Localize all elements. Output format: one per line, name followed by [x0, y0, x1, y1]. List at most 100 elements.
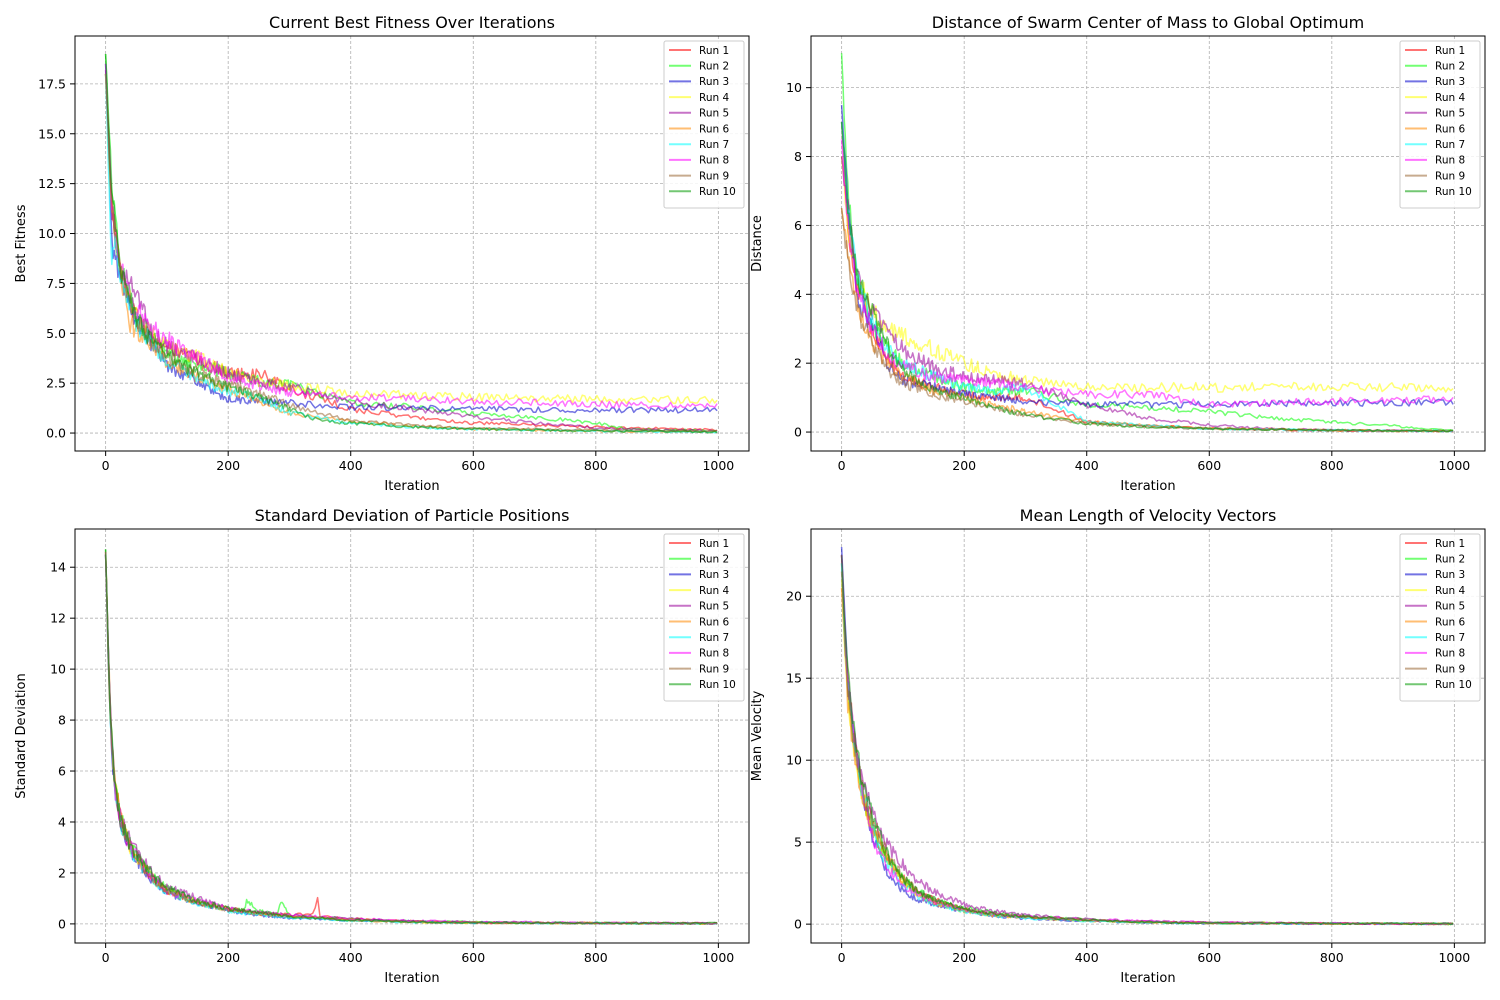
legend-label: Run 1: [1435, 538, 1465, 550]
series-line-run-2: [104, 549, 718, 925]
x-axis-label: Iteration: [1120, 479, 1175, 494]
series-group: [840, 546, 1454, 926]
legend: Run 1 Run 2 Run 3 Run 4 Run 5 Run 6 Run 7 Run 8…: [1399, 40, 1481, 209]
x-tick-label: 800: [1320, 458, 1344, 473]
legend-label: Run 5: [1435, 601, 1465, 613]
series-line-run-9: [840, 208, 1454, 433]
legend-label: Run 3: [699, 569, 729, 581]
series-line-run-10: [104, 549, 718, 925]
series-line-run-10: [104, 53, 718, 434]
x-axis-label: Iteration: [384, 971, 439, 986]
y-tick-label: 6: [58, 764, 66, 779]
x-tick-label: 0: [102, 458, 110, 473]
legend-label: Run 6: [699, 123, 729, 135]
series-line-run-8: [104, 63, 718, 410]
x-tick-label: 200: [216, 458, 240, 473]
x-tick-label: 1000: [702, 950, 734, 965]
series-line-run-3: [840, 546, 1454, 926]
y-tick-label: 4: [58, 814, 66, 829]
y-tick-label: 10: [50, 662, 66, 677]
series-line-run-7: [104, 73, 718, 434]
y-tick-label: 20: [786, 589, 802, 604]
legend-label: Run 2: [1435, 61, 1465, 73]
y-tick-label: 8: [58, 713, 66, 728]
legend-label: Run 1: [699, 538, 729, 550]
y-axis-label: Mean Velocity: [750, 690, 765, 781]
x-tick-label: 200: [952, 458, 976, 473]
y-axis-label: Best Fitness: [14, 204, 29, 282]
series-line-run-7: [104, 554, 718, 925]
legend-label: Run 9: [699, 170, 729, 182]
series-line-run-1: [840, 122, 1454, 433]
chart-title: Distance of Swarm Center of Mass to Glob…: [932, 13, 1364, 32]
legend-label: Run 9: [1435, 663, 1465, 675]
legend-label: Run 3: [699, 76, 729, 88]
legend-label: Run 7: [1435, 632, 1465, 644]
x-tick-label: 200: [216, 950, 240, 965]
chart-panel-4: 0 200 400 600 800 1000 0 5 10 15 20 Mean Length of …: [750, 506, 1486, 986]
y-tick-label: 0: [58, 916, 66, 931]
chart-panel-1: 0 200 400 600 800 1000 0.0 2.5 5.0 7.5 10.0 12.5 15.…: [14, 13, 750, 494]
legend-label: Run 10: [1435, 186, 1472, 198]
legend-label: Run 10: [699, 679, 736, 691]
series-line-run-9: [104, 554, 718, 925]
x-tick-label: 0: [838, 950, 846, 965]
y-axis-label: Standard Deviation: [14, 673, 29, 798]
x-tick-label: 600: [461, 950, 485, 965]
legend-label: Run 7: [1435, 139, 1465, 151]
series-line-run-6: [840, 208, 1454, 433]
y-tick-label: 6: [794, 218, 802, 233]
x-tick-label: 600: [461, 458, 485, 473]
series-line-run-10: [840, 122, 1454, 433]
x-tick-label: 0: [838, 458, 846, 473]
x-tick-label: 400: [339, 950, 363, 965]
legend-label: Run 1: [699, 45, 729, 57]
chart-title: Mean Length of Velocity Vectors: [1020, 506, 1277, 525]
legend-label: Run 8: [699, 155, 729, 167]
x-axis-label: Iteration: [384, 479, 439, 494]
y-tick-label: 2: [58, 865, 66, 880]
plot-frame: [74, 528, 750, 944]
y-tick-label: 10.0: [38, 226, 66, 241]
y-tick-label: 5: [794, 835, 802, 850]
legend-label: Run 5: [1435, 108, 1465, 120]
y-tick-label: 15.0: [38, 126, 66, 141]
series-group: [104, 549, 718, 925]
series-group: [104, 53, 718, 434]
series-line-run-9: [840, 571, 1454, 926]
y-tick-label: 10: [786, 80, 802, 95]
legend-label: Run 6: [699, 616, 729, 628]
legend-label: Run 6: [1435, 616, 1465, 628]
y-tick-label: 14: [50, 560, 66, 575]
legend-label: Run 3: [1435, 76, 1465, 88]
series-line-run-3: [104, 63, 718, 414]
series-line-run-5: [104, 554, 718, 925]
x-tick-label: 800: [584, 458, 608, 473]
x-tick-label: 800: [584, 950, 608, 965]
legend-box: [1399, 40, 1481, 209]
chart-panel-3: 0 200 400 600 800 1000 0 2 4 6 8 10 12 14 Standard Dev…: [14, 506, 750, 986]
legend-label: Run 7: [699, 139, 729, 151]
series-line-run-1: [104, 554, 718, 925]
series-line-run-4: [840, 156, 1454, 393]
legend-label: Run 6: [1435, 123, 1465, 135]
x-tick-label: 1000: [1438, 950, 1470, 965]
y-tick-label: 15: [786, 671, 802, 686]
series-line-run-1: [840, 555, 1454, 926]
y-tick-label: 7.5: [46, 276, 66, 291]
legend-label: Run 10: [1435, 679, 1472, 691]
legend-label: Run 8: [699, 648, 729, 660]
legend-label: Run 9: [699, 663, 729, 675]
series-line-run-4: [840, 579, 1454, 926]
series-line-run-5: [840, 555, 1454, 926]
legend: Run 1 Run 2 Run 3 Run 4 Run 5 Run 6 Run 7 Run 8…: [663, 40, 745, 209]
legend-label: Run 2: [699, 554, 729, 566]
y-tick-label: 0: [794, 917, 802, 932]
chart-title: Current Best Fitness Over Iterations: [269, 13, 555, 32]
y-axis-label: Distance: [750, 215, 765, 272]
legend-label: Run 4: [1435, 92, 1465, 104]
y-tick-label: 10: [786, 753, 802, 768]
series-line-run-8: [840, 139, 1454, 409]
series-line-run-2: [840, 563, 1454, 926]
